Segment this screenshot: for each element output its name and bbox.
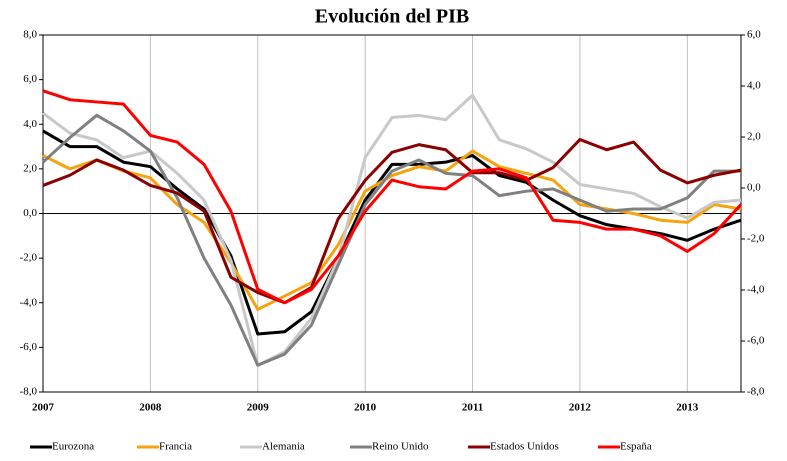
legend-label: España bbox=[620, 441, 652, 453]
y-tick-label: -8,0 bbox=[20, 386, 38, 398]
series-line bbox=[42, 129, 742, 336]
y-tick-label: -6,0 bbox=[20, 341, 38, 353]
chart-title: Evolución del PIB bbox=[315, 6, 469, 28]
y-tick-label: 0,0 bbox=[23, 207, 37, 219]
series-line bbox=[41, 113, 741, 367]
legend-label: Reino Unido bbox=[372, 441, 429, 453]
x-tick-label: 2010 bbox=[354, 402, 377, 414]
x-tick-label: 2012 bbox=[569, 402, 592, 414]
y-tick-label: 2,0 bbox=[23, 162, 37, 174]
x-tick-label: 2009 bbox=[247, 402, 270, 414]
y-tick-label: -4,0 bbox=[20, 296, 38, 308]
x-tick-label: 2011 bbox=[462, 402, 483, 414]
y2-tick-label: 4,0 bbox=[747, 80, 761, 92]
series-line bbox=[42, 93, 742, 367]
y2-tick-label: 6,0 bbox=[747, 29, 761, 41]
series-line bbox=[42, 138, 742, 305]
y2-tick-label: -2,0 bbox=[747, 233, 765, 245]
y-tick-label: 8,0 bbox=[23, 29, 37, 41]
y-tick-label: 4,0 bbox=[23, 118, 37, 130]
y2-tick-label: 2,0 bbox=[747, 131, 761, 143]
legend-label: Alemania bbox=[262, 441, 305, 453]
series-line bbox=[42, 89, 743, 305]
y-tick-label: -2,0 bbox=[20, 252, 38, 264]
y2-tick-label: 0,0 bbox=[747, 182, 761, 194]
x-tick-label: 2008 bbox=[139, 402, 162, 414]
y2-tick-label: -4,0 bbox=[747, 284, 765, 296]
y-tick-label: 6,0 bbox=[23, 73, 37, 85]
y2-tick-label: -8,0 bbox=[747, 386, 765, 398]
legend-label: Eurozona bbox=[52, 441, 94, 453]
y2-tick-label: -6,0 bbox=[747, 335, 765, 347]
x-tick-label: 2007 bbox=[32, 402, 55, 414]
legend-label: Estados Unidos bbox=[490, 441, 559, 453]
legend-label: Francia bbox=[159, 441, 192, 453]
x-tick-label: 2013 bbox=[676, 402, 699, 414]
